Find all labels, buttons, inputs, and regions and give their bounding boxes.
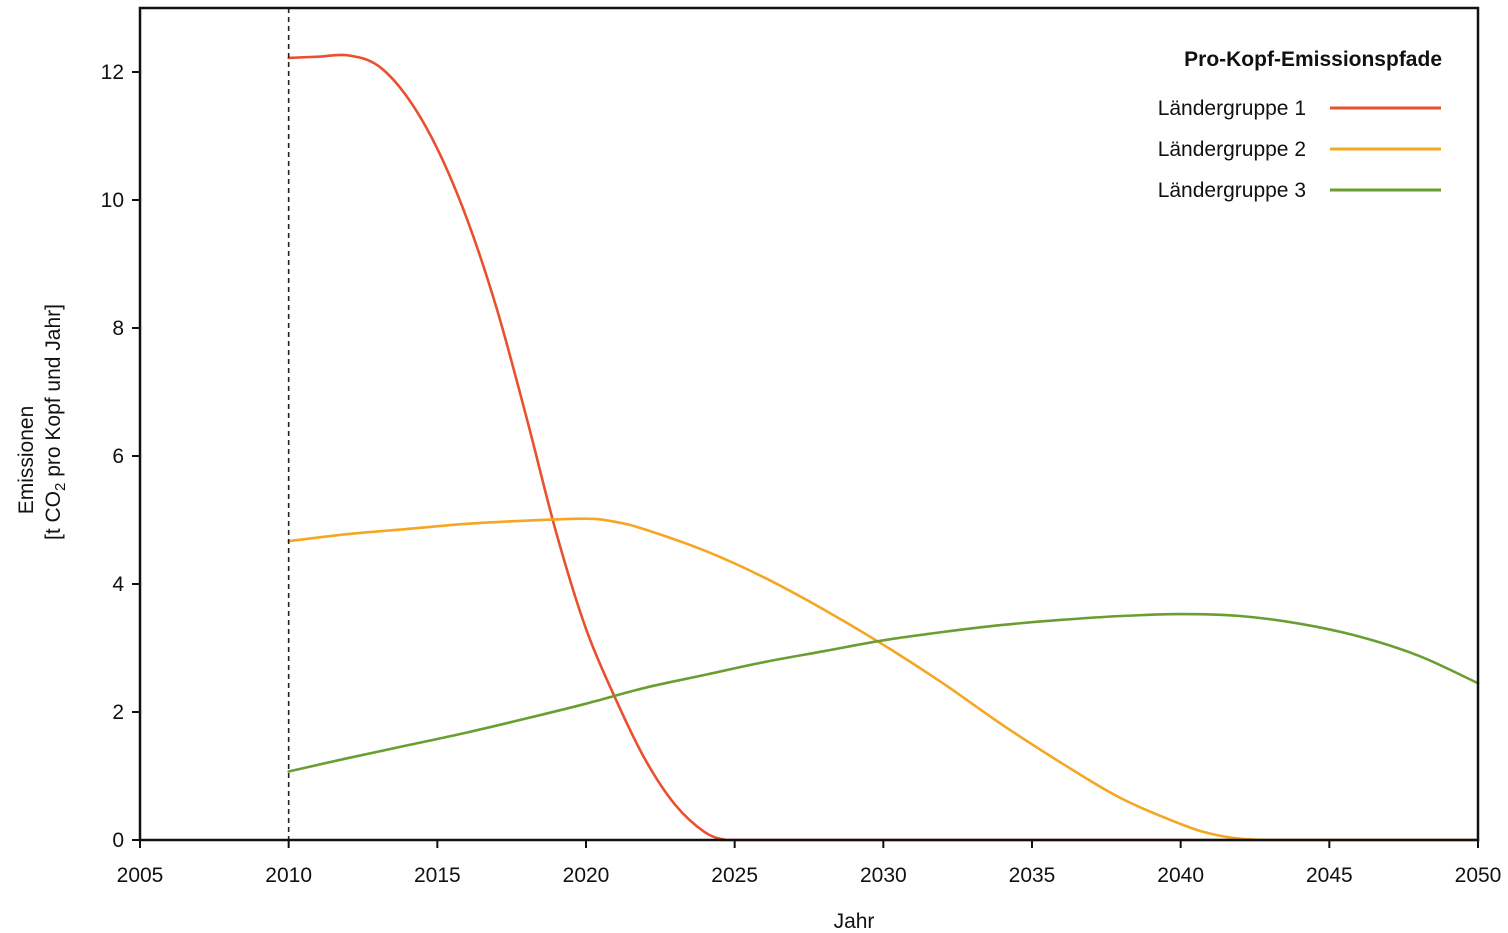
legend-label-3: Ländergruppe 3	[1158, 179, 1306, 202]
y-tick-label-6: 6	[112, 445, 124, 468]
x-tick-label-2015: 2015	[414, 864, 461, 887]
x-tick-label-2045: 2045	[1306, 864, 1353, 887]
y-tick-label-12: 12	[101, 61, 124, 84]
x-tick-label-2035: 2035	[1009, 864, 1056, 887]
plot-frame	[138, 6, 1480, 842]
legend-title: Pro-Kopf-Emissionspfade	[1184, 48, 1442, 71]
series-line-2	[287, 517, 1480, 842]
series-line-1	[287, 53, 1480, 842]
y-axis-title-prefix: [t CO	[42, 491, 65, 540]
x-tick-label-2040: 2040	[1157, 864, 1204, 887]
x-axis-title: Jahr	[834, 910, 875, 933]
x-tick-label-2030: 2030	[860, 864, 907, 887]
legend-label-2: Ländergruppe 2	[1158, 138, 1306, 161]
y-tick-label-0: 0	[112, 829, 124, 852]
x-tick-label-2005: 2005	[117, 864, 164, 887]
y-axis-title-line2: [t CO2 pro Kopf und Jahr]	[42, 304, 69, 540]
y-axis-title: Emissionen [t CO2 pro Kopf und Jahr]	[15, 304, 69, 540]
y-tick-label-2: 2	[112, 701, 124, 724]
x-tick-label-2020: 2020	[563, 864, 610, 887]
x-tick-label-2010: 2010	[265, 864, 312, 887]
series-line-3	[287, 612, 1480, 773]
legend-label-1: Ländergruppe 1	[1158, 97, 1306, 120]
y-axis-ticks: 0 2 4 6 8 10 12	[101, 61, 140, 852]
x-axis-ticks: 2005 2010 2015 2020 2025 2030 2035 2040 2045 2050	[117, 840, 1502, 887]
y-tick-label-4: 4	[112, 573, 124, 596]
x-tick-label-2050: 2050	[1455, 864, 1502, 887]
y-axis-title-line1: Emissionen	[15, 406, 38, 515]
y-axis-title-subscript: 2	[52, 483, 69, 491]
legend: Pro-Kopf-Emissionspfade Ländergruppe 1Lä…	[1158, 48, 1442, 202]
x-tick-label-2025: 2025	[711, 864, 758, 887]
y-axis-title-suffix: pro Kopf und Jahr]	[42, 304, 65, 483]
y-tick-label-8: 8	[112, 317, 124, 340]
legend-items: Ländergruppe 1 Ländergruppe 2 Ländergruppe…	[1158, 97, 1441, 202]
y-tick-label-10: 10	[101, 189, 124, 212]
series-lines	[287, 53, 1480, 842]
